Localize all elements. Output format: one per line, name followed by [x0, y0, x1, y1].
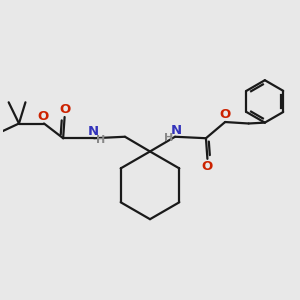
Text: N: N: [88, 125, 99, 138]
Text: O: O: [201, 160, 212, 173]
Text: H: H: [96, 135, 105, 145]
Text: O: O: [220, 108, 231, 121]
Text: O: O: [38, 110, 49, 123]
Text: N: N: [170, 124, 182, 137]
Text: H: H: [164, 133, 173, 143]
Text: O: O: [60, 103, 71, 116]
